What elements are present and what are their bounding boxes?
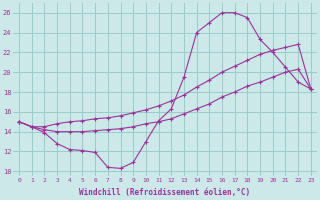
X-axis label: Windchill (Refroidissement éolien,°C): Windchill (Refroidissement éolien,°C) (79, 188, 251, 197)
